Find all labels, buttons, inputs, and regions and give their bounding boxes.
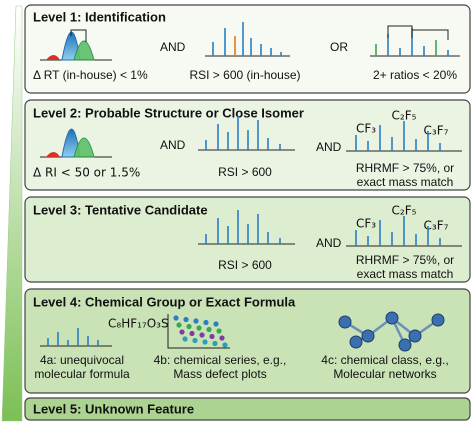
level-gradient bbox=[1, 5, 23, 422]
plot-dot bbox=[213, 321, 219, 327]
level-title: Level 5: Unknown Feature bbox=[33, 401, 194, 416]
level-title: Level 2: Probable Structure or Close Iso… bbox=[33, 105, 304, 120]
criterion: molecular formula bbox=[34, 367, 130, 381]
plot-dot bbox=[212, 340, 218, 347]
plot-dot bbox=[189, 330, 195, 337]
plot-dot bbox=[173, 315, 179, 321]
peak bbox=[73, 137, 95, 158]
criterion: 4c: chemical class, e.g., bbox=[321, 353, 448, 367]
fragment: C₃F₇ bbox=[424, 219, 449, 233]
criterion: RHRMF > 75%, or bbox=[356, 253, 454, 267]
plot-dot bbox=[183, 316, 189, 323]
network-node bbox=[361, 329, 375, 343]
connector: AND bbox=[316, 236, 342, 250]
criterion: 2+ ratios < 20% bbox=[373, 68, 457, 82]
plot-dot bbox=[222, 342, 228, 348]
network-node bbox=[338, 315, 352, 329]
plot-dot bbox=[196, 325, 202, 331]
network-node bbox=[398, 338, 412, 352]
level-title: Level 3: Tentative Candidate bbox=[33, 202, 208, 217]
fragment: C₃F₇ bbox=[424, 124, 449, 138]
criterion: RHRMF > 75%, or bbox=[356, 161, 454, 175]
network-node bbox=[349, 335, 363, 349]
level-4-box bbox=[24, 288, 471, 394]
criterion: RSI > 600 bbox=[218, 258, 272, 272]
criterion: RSI > 600 bbox=[218, 165, 272, 179]
peak bbox=[73, 40, 95, 61]
bracket bbox=[70, 29, 87, 42]
plot-dot bbox=[182, 336, 188, 342]
plot-dot bbox=[209, 333, 215, 340]
level-1-box bbox=[24, 4, 471, 94]
network-node bbox=[385, 311, 399, 325]
peak bbox=[46, 152, 60, 157]
fragment: C₂F₅ bbox=[392, 204, 417, 218]
plot-dot bbox=[202, 339, 208, 345]
level-5-box bbox=[24, 397, 471, 421]
criterion: Molecular networks bbox=[333, 367, 436, 381]
connector: AND bbox=[160, 40, 186, 54]
criterion: Δ RT (in-house) < 1% bbox=[33, 68, 148, 82]
plot-dot bbox=[203, 319, 209, 326]
fragment: CF₃ bbox=[356, 217, 376, 231]
network-node bbox=[431, 313, 445, 327]
fragment: C₂F₅ bbox=[392, 109, 417, 123]
ratio-bracket bbox=[387, 25, 449, 40]
criterion: 4b: chemical series, e.g., bbox=[154, 353, 287, 367]
level-title: Level 4: Chemical Group or Exact Formula bbox=[33, 294, 296, 309]
fragment: CF₃ bbox=[356, 122, 376, 136]
plot-dot bbox=[179, 329, 185, 335]
level-title: Level 1: Identification bbox=[33, 9, 166, 24]
criterion: exact mass match bbox=[357, 267, 454, 281]
criterion: Δ RI < 50 or 1.5% bbox=[33, 166, 140, 180]
plot-dot bbox=[206, 326, 212, 333]
formula: C₈HF₁₇O₃S bbox=[108, 317, 169, 331]
criterion: Mass defect plots bbox=[173, 367, 266, 381]
network-node bbox=[408, 329, 422, 343]
plot-dot bbox=[192, 337, 198, 344]
plot-dot bbox=[216, 328, 222, 334]
peak bbox=[46, 55, 60, 60]
plot-dot bbox=[186, 323, 192, 330]
criterion: exact mass match bbox=[357, 175, 454, 189]
plot-dot bbox=[219, 335, 225, 341]
connector: AND bbox=[316, 140, 342, 154]
criterion: 4a: unequivocal bbox=[40, 353, 124, 367]
connector: OR bbox=[330, 40, 348, 54]
plot-dot bbox=[176, 322, 182, 328]
plot-axes bbox=[167, 314, 230, 349]
plot-dot bbox=[193, 318, 199, 324]
criterion: RSI > 600 (in-house) bbox=[189, 68, 300, 82]
connector: AND bbox=[160, 138, 186, 152]
plot-dot bbox=[199, 332, 205, 338]
